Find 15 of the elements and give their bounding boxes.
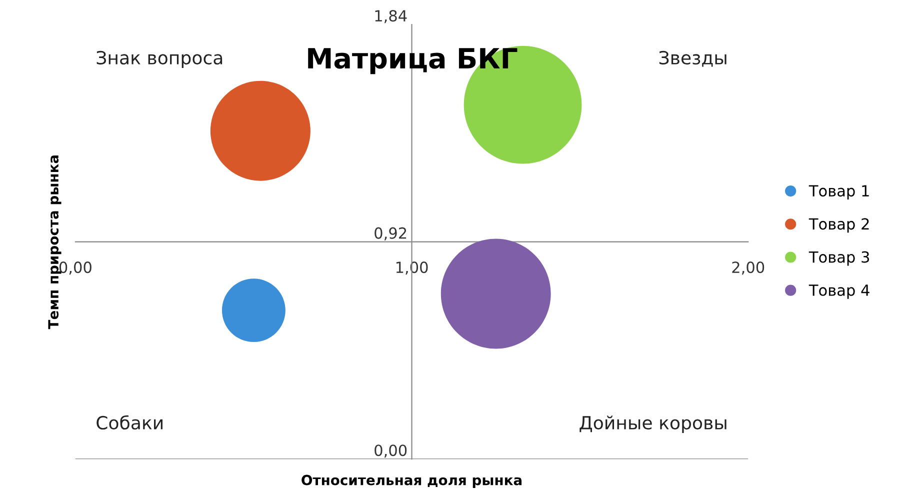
legend-label: Товар 3 — [808, 251, 870, 266]
annotation: Знак вопроса — [96, 50, 222, 68]
x-tick-label: 2,00 — [732, 262, 764, 275]
x-tick-label: 0,00 — [59, 262, 92, 275]
y-tick-label: 0,00 — [374, 444, 407, 458]
legend-label: Товар 1 — [808, 185, 869, 200]
y-tick-label: 0,92 — [374, 227, 406, 240]
legend-label: Товар 2 — [808, 218, 869, 233]
annotation: Собаки — [96, 415, 162, 430]
legend-label: Товар 4 — [808, 284, 870, 299]
annotation: Звезды — [659, 50, 726, 67]
annotation: Дойные коровы — [580, 416, 726, 434]
y-tick-label: 1,84 — [375, 10, 407, 24]
y-axis-title: Темп прироста рынка — [48, 156, 62, 330]
x-axis-title: Относительная доля рынка — [302, 474, 522, 488]
